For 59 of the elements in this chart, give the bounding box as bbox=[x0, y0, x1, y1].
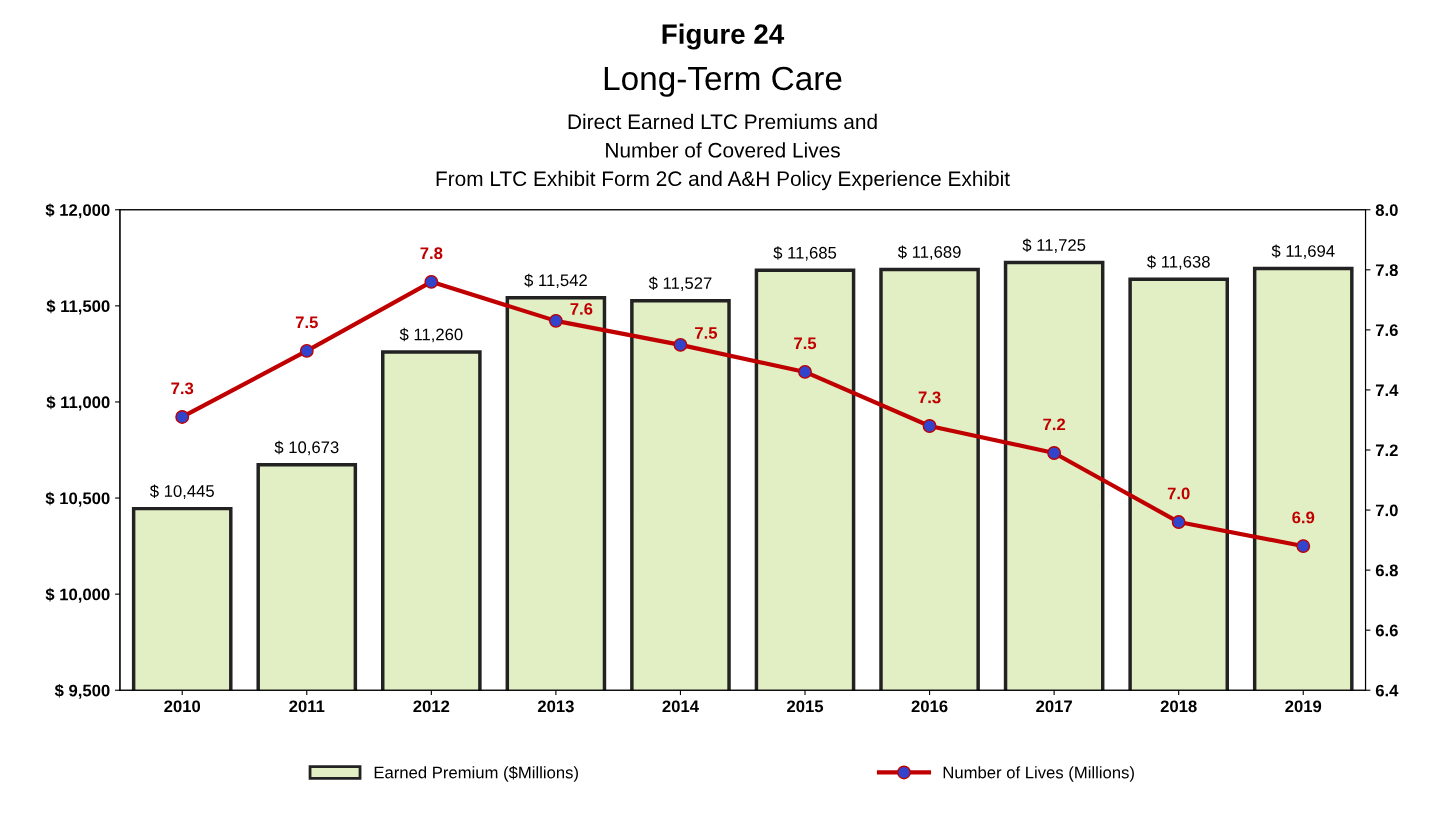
x-tick-label: 2014 bbox=[662, 700, 699, 713]
data-label: $ 11,689 bbox=[897, 245, 961, 260]
x-tick-label: 2015 bbox=[787, 700, 824, 713]
data-label: $ 11,694 bbox=[1271, 244, 1335, 259]
point bbox=[1047, 446, 1062, 460]
y2-tick-label: 7.6 bbox=[1375, 324, 1398, 337]
x-tick-label: 2010 bbox=[164, 700, 201, 713]
data-label: $ 11,685 bbox=[773, 246, 837, 261]
data-label: $ 11,638 bbox=[1147, 255, 1210, 270]
data-label: $ 11,542 bbox=[524, 273, 587, 289]
legend-label: Earned Premium ($Millions) bbox=[374, 765, 578, 782]
point bbox=[424, 274, 439, 289]
x-tick-label: 2019 bbox=[1285, 700, 1322, 713]
point bbox=[922, 419, 937, 433]
data-label: 7.8 bbox=[420, 247, 443, 260]
data-label: 7.6 bbox=[570, 302, 593, 315]
point bbox=[798, 364, 812, 379]
data-label: $ 11,527 bbox=[648, 276, 712, 291]
data-label: 7.5 bbox=[794, 337, 817, 350]
point bbox=[1171, 515, 1186, 530]
y-tick-label: $ 10,500 bbox=[45, 491, 110, 507]
data-label: 7.3 bbox=[918, 391, 941, 404]
x-tick-label: 2012 bbox=[413, 700, 450, 713]
point bbox=[175, 410, 190, 424]
data-label: 7.5 bbox=[295, 316, 318, 329]
x-tick-label: 2013 bbox=[537, 700, 574, 713]
data-label: $ 10,445 bbox=[149, 484, 214, 499]
x-tick-label: 2011 bbox=[289, 700, 325, 713]
y2-tick-label: 6.6 bbox=[1375, 624, 1398, 637]
data-label: 7.2 bbox=[1043, 418, 1066, 431]
y-tick-label: $ 12,000 bbox=[45, 203, 110, 219]
data-label: $ 10,673 bbox=[274, 440, 339, 456]
x-tick-label: 2018 bbox=[1160, 700, 1197, 713]
x-tick-label: 2016 bbox=[911, 700, 948, 713]
data-label: 7.3 bbox=[171, 382, 194, 395]
data-label: 6.9 bbox=[1292, 511, 1315, 524]
data-label: $ 11,725 bbox=[1022, 238, 1086, 253]
y-tick-label: $ 9,500 bbox=[54, 683, 110, 699]
legend-label: Number of Lives (Millions) bbox=[943, 766, 1134, 782]
chart-subtitle: Long-Term Care Direct Earned LTC Premiums and Number of Covered Lives From LTC Exhibit Form 2C and A&H Policy Experience Exhibit bbox=[436, 66, 1010, 191]
data-label: 7.5 bbox=[695, 327, 718, 339]
y2-tick-label: 7.2 bbox=[1375, 444, 1398, 457]
data-label: 7.0 bbox=[1167, 487, 1190, 500]
y-tick-label: $ 10,000 bbox=[45, 587, 110, 603]
y2-tick-label: 7.4 bbox=[1375, 384, 1399, 396]
y-tick-label: $ 11,500 bbox=[46, 299, 110, 315]
y2-tick-label: 7.8 bbox=[1375, 264, 1398, 277]
chart-title: Figure 24 bbox=[662, 23, 785, 50]
y2-tick-label: 6.8 bbox=[1375, 564, 1398, 577]
point bbox=[548, 313, 563, 328]
point bbox=[1296, 539, 1311, 554]
data-label: $ 11,260 bbox=[399, 327, 463, 343]
y2-tick-label: 6.4 bbox=[1375, 684, 1399, 697]
point bbox=[673, 337, 688, 352]
point bbox=[299, 343, 314, 358]
y2-tick-label: 8.0 bbox=[1375, 204, 1398, 216]
y2-tick-label: 7.0 bbox=[1375, 504, 1398, 517]
x-tick-label: 2017 bbox=[1036, 700, 1072, 713]
y-tick-label: $ 11,000 bbox=[46, 395, 110, 411]
